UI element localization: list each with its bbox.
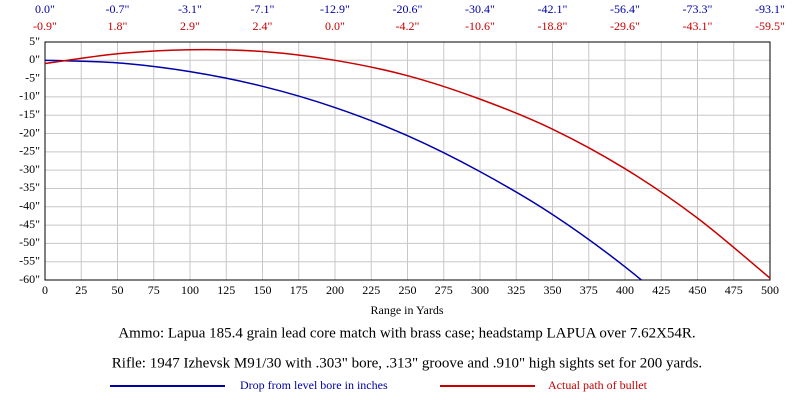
x-tick-label: 500 [761, 283, 779, 297]
y-tick-label: 5" [29, 34, 40, 48]
y-tick-label: -10" [19, 89, 40, 103]
value-label: -18.8" [538, 19, 568, 33]
note: Ammo: Lapua 185.4 grain lead core match … [118, 325, 695, 341]
value-label: 0.0" [35, 2, 55, 16]
x-tick-label: 300 [471, 283, 489, 297]
value-label: -3.1" [178, 2, 202, 16]
value-label: 2.9" [180, 19, 200, 33]
y-tick-label: -35" [19, 180, 40, 194]
y-tick-label: 0" [29, 52, 40, 66]
y-tick-label: -25" [19, 144, 40, 158]
y-tick-label: -45" [19, 217, 40, 231]
y-tick-label: -20" [19, 125, 40, 139]
x-tick-label: 275 [435, 283, 453, 297]
value-label: -30.4" [465, 2, 495, 16]
x-tick-label: 75 [148, 283, 160, 297]
value-label: 1.8" [108, 19, 128, 33]
y-tick-label: -60" [19, 272, 40, 286]
plot-frame [44, 41, 771, 281]
x-tick-label: 0 [42, 283, 48, 297]
y-tick-label: -5" [25, 70, 40, 84]
x-axis-label: Range in Yards [370, 303, 443, 317]
value-label: -4.2" [396, 19, 420, 33]
x-tick-label: 350 [544, 283, 562, 297]
value-label: -10.6" [465, 19, 495, 33]
value-label: 0.0" [325, 19, 345, 33]
x-tick-label: 250 [399, 283, 417, 297]
value-label: -56.4" [610, 2, 640, 16]
legend-label: Drop from level bore in inches [240, 378, 388, 392]
x-tick-label: 175 [290, 283, 308, 297]
x-tick-label: 150 [254, 283, 272, 297]
y-tick-label: -30" [19, 162, 40, 176]
value-label: -0.9" [33, 19, 57, 33]
value-label: -73.3" [683, 2, 713, 16]
x-tick-label: 450 [689, 283, 707, 297]
x-tick-label: 200 [326, 283, 344, 297]
value-label: -12.9" [320, 2, 350, 16]
x-tick-label: 25 [75, 283, 87, 297]
y-tick-label: -50" [19, 235, 40, 249]
value-label: -7.1" [251, 2, 275, 16]
x-tick-label: 400 [616, 283, 634, 297]
y-tick-label: -40" [19, 199, 40, 213]
x-tick-label: 50 [112, 283, 124, 297]
x-tick-label: 225 [362, 283, 380, 297]
value-label: -0.7" [106, 2, 130, 16]
x-tick-label: 425 [652, 283, 670, 297]
x-tick-label: 100 [181, 283, 199, 297]
value-label: -29.6" [610, 19, 640, 33]
x-tick-label: 375 [580, 283, 598, 297]
value-label: -93.1" [755, 2, 785, 16]
x-tick-label: 325 [507, 283, 525, 297]
series-line [45, 59, 643, 280]
value-label: -59.5" [755, 19, 785, 33]
y-tick-label: -55" [19, 253, 40, 267]
y-tick-label: -15" [19, 107, 40, 121]
value-label: -43.1" [683, 19, 713, 33]
note: Rifle: 1947 Izhevsk M91/30 with .303" bo… [112, 355, 702, 371]
x-tick-label: 475 [725, 283, 743, 297]
series-line [45, 48, 770, 279]
value-label: -42.1" [538, 2, 568, 16]
legend-label: Actual path of bullet [548, 378, 648, 392]
value-label: -20.6" [393, 2, 423, 16]
x-tick-label: 125 [217, 283, 235, 297]
value-label: 2.4" [253, 19, 273, 33]
